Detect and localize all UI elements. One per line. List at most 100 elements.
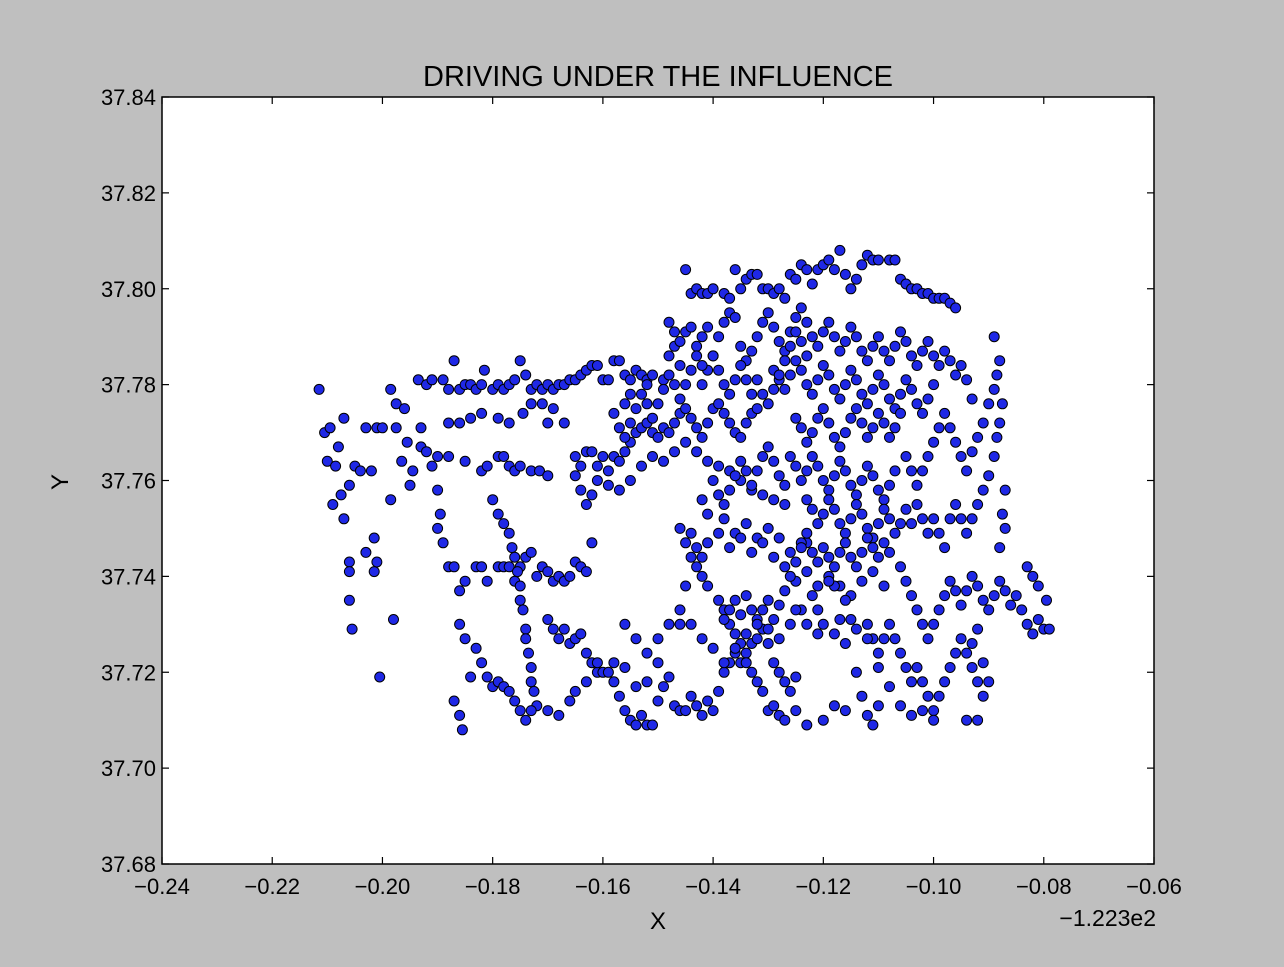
data-point <box>619 618 631 630</box>
data-point <box>845 614 857 625</box>
data-point <box>801 527 813 539</box>
data-point <box>636 709 647 721</box>
data-point <box>729 374 741 386</box>
data-point <box>702 508 714 520</box>
data-point <box>652 633 664 645</box>
data-point <box>757 451 769 462</box>
data-point <box>983 676 995 688</box>
data-point <box>525 705 537 717</box>
data-point <box>751 268 763 280</box>
data-point <box>624 374 636 386</box>
data-point <box>412 374 424 386</box>
data-point <box>917 676 928 688</box>
data-point <box>434 508 446 520</box>
data-point <box>867 422 879 434</box>
data-point <box>674 604 686 616</box>
data-point <box>817 618 829 630</box>
data-point <box>801 264 813 276</box>
data-point <box>966 662 978 673</box>
data-point <box>707 642 719 654</box>
y-tick-label: 37.84 <box>101 85 156 110</box>
data-point <box>801 350 813 362</box>
data-point <box>729 264 741 276</box>
data-point <box>641 647 653 659</box>
data-point <box>884 546 895 558</box>
x-tick-label: −0.14 <box>685 874 741 899</box>
data-point <box>658 383 669 395</box>
data-point <box>415 422 427 434</box>
data-point <box>889 422 901 434</box>
data-point <box>950 369 962 381</box>
data-point <box>702 580 714 592</box>
data-point <box>999 484 1011 496</box>
data-point <box>906 383 917 395</box>
data-point <box>553 633 565 645</box>
data-point <box>459 633 471 645</box>
data-point <box>828 264 840 276</box>
data-point <box>839 427 851 439</box>
data-point <box>514 594 526 606</box>
data-point <box>696 431 708 443</box>
data-point <box>751 374 763 386</box>
data-point <box>663 618 675 630</box>
data-point <box>528 685 540 697</box>
data-point <box>861 532 873 544</box>
data-point <box>817 508 829 520</box>
data-point <box>619 705 631 717</box>
data-point <box>534 465 545 477</box>
data-point <box>591 475 603 486</box>
data-point <box>889 465 901 477</box>
data-point <box>680 436 692 448</box>
data-point <box>757 489 769 501</box>
data-point <box>972 714 984 726</box>
data-point <box>812 460 824 472</box>
data-point <box>718 499 730 510</box>
data-point <box>895 326 906 338</box>
data-point <box>514 460 526 472</box>
data-point <box>1016 604 1028 616</box>
data-point <box>861 618 873 630</box>
data-point <box>884 431 895 443</box>
data-point <box>514 355 526 367</box>
data-point <box>1032 614 1044 625</box>
data-point <box>961 585 973 597</box>
data-point <box>900 336 912 347</box>
y-tick-label: 37.78 <box>101 373 156 398</box>
data-point <box>751 465 763 477</box>
data-point <box>652 695 664 707</box>
data-point <box>492 508 504 520</box>
data-point <box>917 345 928 357</box>
data-point <box>396 455 408 467</box>
data-point <box>996 508 1008 520</box>
data-point <box>828 561 840 573</box>
data-point <box>845 479 857 491</box>
data-point <box>872 369 884 381</box>
data-point <box>928 379 940 391</box>
data-point <box>850 331 862 343</box>
data-point <box>801 494 813 506</box>
data-point <box>900 451 912 462</box>
data-point <box>768 321 780 333</box>
data-point <box>729 594 741 606</box>
data-point <box>575 484 587 496</box>
data-point <box>812 556 824 568</box>
data-point <box>762 522 774 534</box>
data-point <box>658 681 669 693</box>
data-point <box>407 465 419 477</box>
y-axis-ticks: 37.68 37.70 37.72 37.74 37.76 37.78 37.80 37.82… <box>101 85 1154 877</box>
data-point <box>977 417 989 429</box>
data-point <box>773 666 785 678</box>
data-point <box>696 360 708 371</box>
data-point <box>691 350 703 362</box>
data-point <box>674 393 686 405</box>
data-point <box>828 628 840 640</box>
data-point <box>542 705 554 717</box>
data-point <box>613 455 625 467</box>
data-point <box>674 360 686 371</box>
data-point <box>911 662 923 673</box>
data-point <box>845 364 857 376</box>
data-point <box>503 527 515 539</box>
data-point <box>850 561 862 573</box>
data-point <box>404 479 416 491</box>
data-point <box>906 676 917 688</box>
